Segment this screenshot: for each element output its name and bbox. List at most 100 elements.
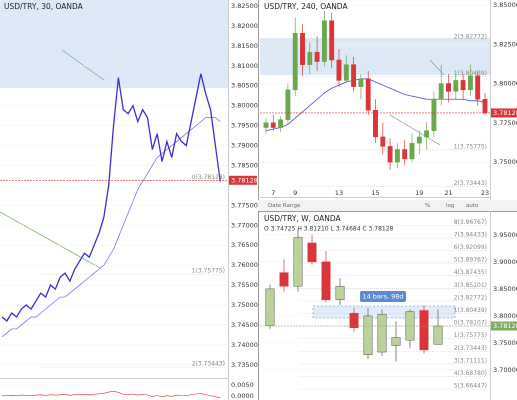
fib-label: 0(3.78128)	[192, 174, 225, 181]
toolbar-button[interactable]: auto	[466, 203, 479, 209]
candle-body	[270, 122, 276, 128]
candle-body	[285, 89, 291, 120]
toolbar-button[interactable]: %	[425, 203, 430, 209]
toolbar-button[interactable]: log	[446, 203, 454, 209]
y-tick-label: 3.75000	[231, 301, 258, 309]
fib-label: 0(3.78107)	[454, 320, 487, 327]
y-tick-label: 3.74500	[231, 321, 258, 329]
y-tick-label: 3.80000	[493, 312, 517, 320]
fib-label: 2(3.73443)	[454, 180, 487, 187]
y-tick-label: 3.82000	[231, 22, 258, 30]
oscillator-line	[1, 390, 221, 398]
y-tick-label: 3.70000	[493, 366, 517, 374]
fib-label: 4(3.87435)	[454, 269, 487, 276]
y-tick-label: 3.74000	[231, 341, 258, 349]
measure-label: 14 bars, 98d	[362, 293, 403, 301]
trend-line	[389, 114, 441, 146]
candle-body	[321, 261, 331, 300]
candle-body	[460, 80, 466, 91]
y-tick-label: 3.75000	[493, 158, 517, 166]
candle-body	[263, 122, 269, 128]
y-tick-label: 3.85000	[493, 285, 517, 293]
candle-body	[391, 337, 401, 346]
candle-body	[321, 20, 327, 62]
y-tick-label: 3.77000	[231, 221, 258, 229]
y-tick-label: 3.95000	[493, 231, 517, 239]
candle-body	[467, 75, 473, 91]
candle-body	[453, 80, 459, 92]
candle-body	[424, 130, 430, 138]
ohlc-legend: O 3.74725 H 3.81210 L 3.74684 C 3.78128	[264, 226, 394, 233]
candle-body	[292, 33, 298, 91]
candle-body	[358, 78, 364, 87]
candle-body	[438, 83, 444, 100]
candle-body	[343, 64, 349, 81]
moving-average	[1, 117, 221, 338]
candle-body	[416, 136, 422, 144]
price-line	[1, 73, 221, 322]
fib-label: 2(3.73443)	[454, 345, 487, 352]
candle-body	[373, 109, 378, 138]
range-band	[0, 0, 228, 88]
candle-body	[329, 20, 335, 61]
y-tick-label: 3.75500	[231, 281, 258, 289]
chart-title: USD/TRY, W, OANDA	[264, 214, 342, 223]
y-tick-label: 3.77500	[231, 201, 258, 209]
candle-body	[394, 149, 400, 163]
x-tick-label: 19	[415, 189, 423, 197]
candle-body	[387, 146, 393, 163]
candle-body	[377, 314, 387, 353]
candle-body	[482, 99, 488, 114]
candle-body	[351, 64, 357, 87]
toolbar	[258, 200, 517, 211]
y-tick-label: 0.0000	[231, 392, 254, 400]
fib-label: 5(3.89767)	[454, 257, 487, 264]
fib-label: 8(3.96767)	[454, 219, 487, 226]
x-tick-label: 13	[335, 189, 343, 197]
candle-body	[278, 119, 284, 128]
candle-body	[300, 33, 305, 65]
x-tick-label: 21	[444, 189, 452, 197]
y-tick-label: 3.80000	[493, 80, 517, 88]
x-tick-label: 9	[293, 189, 297, 197]
y-tick-label: 3.81000	[231, 62, 258, 70]
chart-title: USD/TRY, 30, OANDA	[4, 2, 84, 11]
candle-body	[349, 312, 359, 329]
candle-body	[446, 83, 451, 92]
candle-body	[336, 59, 342, 81]
trend-line	[0, 211, 101, 269]
x-tick-label: 23	[481, 189, 489, 197]
y-tick-label: 3.79000	[231, 142, 258, 150]
candle-body	[433, 325, 443, 345]
y-tick-label: 3.90000	[493, 258, 517, 266]
y-tick-label: 3.77500	[493, 119, 517, 127]
fib-label: 1(3.80439)	[454, 307, 487, 314]
toolbar-button[interactable]: Date Range	[268, 203, 301, 209]
y-tick-label: 3.80000	[231, 102, 258, 110]
y-tick-label: 3.85000	[493, 1, 517, 9]
candle-body	[380, 136, 386, 147]
candle-body	[431, 99, 437, 131]
fib-label: 7(3.94433)	[454, 231, 487, 238]
candle-body	[409, 142, 415, 160]
last-price-label: 3.78128	[493, 109, 517, 117]
measure-callout	[360, 291, 406, 302]
y-tick-label: 3.82500	[493, 40, 517, 48]
candle-body	[402, 149, 408, 160]
candle-body	[314, 51, 320, 62]
x-tick-label: 7	[271, 189, 275, 197]
y-tick-label: 3.82500	[231, 2, 258, 10]
fib-label: 2(3.82772)	[454, 34, 487, 41]
fib-label: 1(3.75775)	[192, 268, 225, 275]
candle-body	[475, 75, 481, 100]
last-price-tag	[491, 321, 517, 331]
trend-line	[61, 49, 105, 81]
last-price-label: 3.78128	[231, 176, 258, 184]
fib-label: 1(3.75775)	[454, 332, 487, 339]
candle-body	[419, 310, 429, 351]
fib-label: 1(3.75775)	[454, 143, 487, 150]
y-tick-label: 3.79500	[231, 122, 258, 130]
candle-body	[307, 242, 317, 263]
fib-label: 5(3.66447)	[454, 383, 487, 390]
